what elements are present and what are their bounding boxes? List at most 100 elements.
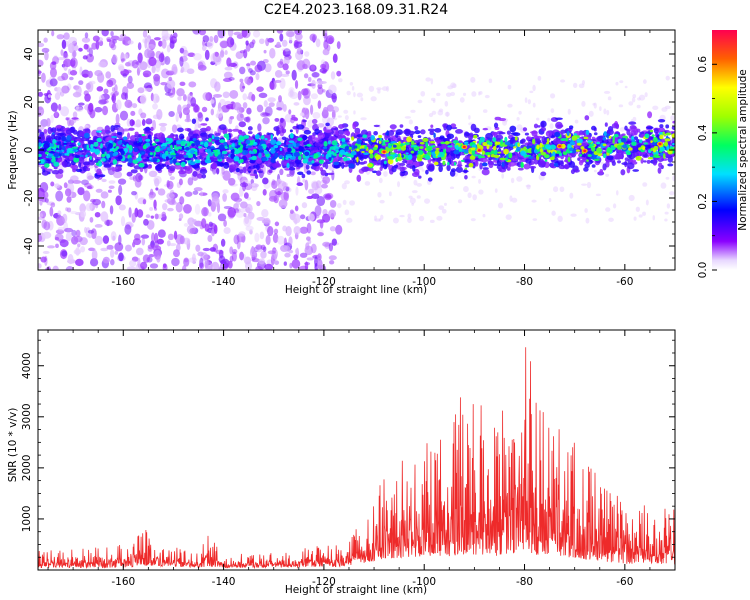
heatmap-cell [219, 162, 225, 167]
heatmap-cell [629, 125, 637, 130]
heatmap-cell [201, 207, 209, 217]
heatmap-cell [226, 144, 230, 148]
heatmap-cell [586, 181, 592, 189]
heatmap-cell [92, 35, 100, 42]
heatmap-cell [468, 162, 474, 168]
heatmap-cell [555, 117, 563, 121]
heatmap-cell [572, 82, 578, 89]
heatmap-cell [55, 229, 65, 235]
heatmap-cell [297, 171, 304, 176]
heatmap-cell [145, 148, 150, 154]
heatmap-cell [194, 140, 201, 146]
heatmap-cell [277, 235, 285, 245]
heatmap-cell [666, 203, 671, 209]
heatmap-cell [306, 257, 314, 261]
heatmap-cell [86, 167, 91, 172]
heatmap-cell [161, 133, 165, 141]
heatmap-cell [380, 214, 384, 220]
heatmap-cell [560, 143, 566, 149]
heatmap-cell [294, 205, 299, 212]
heatmap-cell [258, 38, 265, 45]
heatmap-cell [438, 205, 445, 210]
heatmap-cell [40, 256, 47, 263]
heatmap-cell [412, 164, 416, 172]
heatmap-cell [439, 135, 445, 140]
heatmap-cell [520, 162, 524, 168]
heatmap-cell [286, 173, 291, 178]
heatmap-cell [416, 195, 421, 199]
heatmap-cell [596, 156, 601, 159]
heatmap-cell [322, 241, 331, 247]
heatmap-cell [57, 132, 65, 137]
heatmap-cell [450, 82, 456, 88]
heatmap-cell [311, 79, 316, 90]
heatmap-cell [501, 161, 505, 168]
heatmap-cell [627, 147, 633, 151]
heatmap-cell [632, 169, 640, 172]
heatmap-cell [292, 213, 301, 224]
heatmap-cell [317, 100, 322, 109]
heatmap-cell [168, 111, 175, 117]
heatmap-cell [367, 163, 373, 168]
heatmap-cell [86, 152, 91, 156]
heatmap-cell [417, 150, 424, 155]
heatmap-cell [281, 39, 288, 47]
heatmap-cell [44, 51, 49, 61]
heatmap-cell [192, 153, 196, 158]
heatmap-cell [486, 144, 490, 150]
heatmap-cell [83, 43, 89, 50]
heatmap-cell [404, 129, 411, 137]
heatmap-cell [170, 154, 176, 158]
heatmap-cell [479, 90, 483, 95]
heatmap-cell [442, 148, 447, 154]
heatmap-cell [77, 187, 85, 196]
heatmap-cell [332, 106, 340, 113]
heatmap-cell [101, 178, 107, 183]
heatmap-cell [269, 189, 278, 200]
heatmap-cell [642, 182, 648, 187]
heatmap-cell [179, 56, 184, 67]
heatmap-cell [539, 158, 544, 163]
heatmap-cell [62, 142, 68, 145]
heatmap-cell [660, 182, 667, 189]
heatmap-cell [239, 169, 244, 174]
heatmap-cell [154, 178, 160, 187]
heatmap-cell [424, 198, 431, 204]
heatmap-cell [131, 162, 135, 167]
heatmap-cell [181, 61, 190, 73]
heatmap-cell [276, 107, 283, 111]
heatmap-cell [90, 228, 97, 240]
heatmap-cell [323, 140, 328, 147]
heatmap-cell [217, 158, 223, 162]
heatmap-cell [302, 119, 307, 123]
heatmap-cell [361, 166, 369, 173]
heatmap-cell [603, 108, 607, 115]
heatmap-cell [648, 149, 652, 154]
heatmap-cell [245, 63, 251, 67]
heatmap-cell [301, 88, 309, 96]
heatmap-cell [183, 257, 190, 267]
heatmap-cell [100, 129, 107, 135]
heatmap-cell [66, 207, 72, 213]
heatmap-cell [236, 239, 241, 250]
heatmap-cell [173, 139, 177, 146]
heatmap-cell [81, 37, 91, 43]
heatmap-cell [388, 191, 392, 197]
heatmap-cell [141, 151, 145, 155]
heatmap-cell [464, 132, 471, 137]
heatmap-cell [360, 97, 364, 102]
heatmap-cell [343, 156, 348, 162]
heatmap-cell [184, 191, 193, 197]
heatmap-cell [464, 167, 468, 170]
heatmap-cell [137, 257, 141, 268]
heatmap-cell [487, 154, 491, 158]
heatmap-cell [608, 217, 614, 222]
heatmap-cell [126, 118, 131, 127]
heatmap-cell [397, 153, 401, 158]
heatmap-cell [210, 108, 215, 116]
heatmap-cell [447, 145, 453, 148]
heatmap-cell [470, 76, 476, 83]
heatmap-cell [345, 159, 353, 165]
heatmap-cell [399, 214, 405, 218]
heatmap-cell [602, 136, 607, 141]
